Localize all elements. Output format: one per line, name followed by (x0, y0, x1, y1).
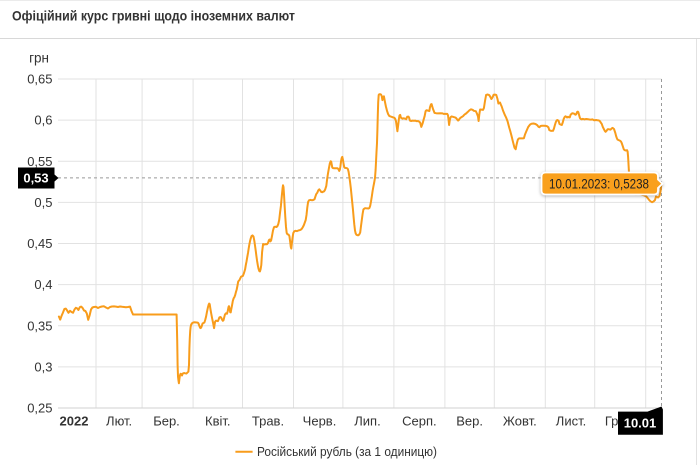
svg-text:10.01.2023: 0,5238: 10.01.2023: 0,5238 (549, 176, 649, 191)
svg-text:Квіт.: Квіт. (205, 414, 231, 429)
svg-text:0,5: 0,5 (34, 195, 52, 210)
svg-text:Лют.: Лют. (106, 414, 132, 429)
svg-text:0,3: 0,3 (34, 360, 52, 375)
svg-text:10.01: 10.01 (624, 416, 657, 431)
svg-text:Трав.: Трав. (252, 414, 284, 429)
svg-text:0,45: 0,45 (27, 236, 52, 251)
svg-text:Лист.: Лист. (556, 414, 586, 429)
svg-text:Лип.: Лип. (354, 414, 380, 429)
svg-text:2022: 2022 (60, 414, 89, 429)
svg-text:0,6: 0,6 (34, 113, 52, 128)
svg-text:0,65: 0,65 (27, 72, 52, 87)
svg-text:0,53: 0,53 (23, 171, 48, 186)
svg-text:Жовт.: Жовт. (503, 414, 537, 429)
svg-text:Вер.: Вер. (456, 414, 483, 429)
svg-text:Черв.: Черв. (303, 414, 337, 429)
svg-text:Російський рубль (за 1 одиницю: Російський рубль (за 1 одиницю) (257, 444, 437, 459)
svg-text:0,35: 0,35 (27, 318, 52, 333)
svg-text:0,25: 0,25 (27, 401, 52, 416)
svg-text:Серп.: Серп. (402, 414, 437, 429)
svg-text:0,55: 0,55 (27, 154, 52, 169)
svg-text:грн: грн (29, 51, 49, 66)
svg-text:Офіційний курс гривні щодо іно: Офіційний курс гривні щодо іноземних вал… (12, 7, 295, 23)
svg-text:Бер.: Бер. (153, 414, 180, 429)
svg-text:0,4: 0,4 (34, 277, 52, 292)
